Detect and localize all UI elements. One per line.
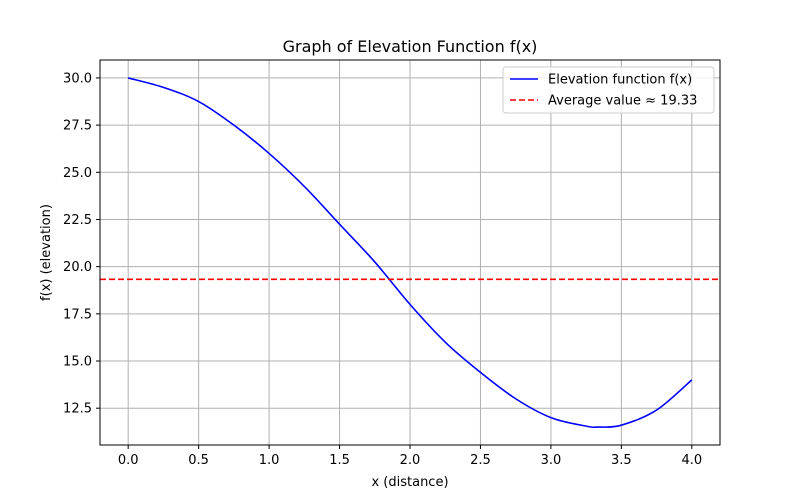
x-tick-label: 1.5: [329, 453, 350, 468]
y-tick-label: 17.5: [63, 307, 92, 322]
y-tick-label: 15.0: [63, 355, 92, 370]
x-axis-label: x (distance): [371, 475, 448, 490]
series-line-elevation: [127, 77, 693, 429]
y-tick-label: 22.5: [63, 213, 92, 228]
grid: [100, 60, 720, 445]
legend-label-elevation: Elevation function f(x): [548, 73, 692, 88]
y-ticks: 12.5 15.0 17.5 20.0 22.5 25.0 27.5 30.0: [63, 71, 100, 417]
x-tick-label: 0.5: [188, 453, 209, 468]
legend-label-average: Average value ≈ 19.33: [548, 94, 697, 109]
x-tick-label: 3.0: [541, 453, 562, 468]
chart-title: Graph of Elevation Function f(x): [283, 37, 538, 56]
y-tick-label: 12.5: [63, 402, 92, 417]
x-ticks: 0.0 0.5 1.0 1.5 2.0 2.5 3.0 3.5 4.0: [118, 445, 702, 468]
plot-lines: [100, 77, 720, 429]
x-tick-label: 4.0: [681, 453, 702, 468]
legend-box: [502, 66, 715, 114]
y-tick-label: 25.0: [63, 166, 92, 181]
y-axis-label: f(x) (elevation): [39, 204, 54, 301]
x-tick-label: 2.5: [470, 453, 491, 468]
legend: Elevation function f(x) Average value ≈ …: [502, 66, 715, 114]
y-tick-label: 20.0: [63, 260, 92, 275]
x-tick-label: 3.5: [611, 453, 632, 468]
y-tick-label: 30.0: [63, 71, 92, 86]
x-tick-label: 0.0: [118, 453, 139, 468]
y-tick-label: 27.5: [63, 119, 92, 134]
x-tick-label: 2.0: [400, 453, 421, 468]
x-tick-label: 1.0: [259, 453, 280, 468]
